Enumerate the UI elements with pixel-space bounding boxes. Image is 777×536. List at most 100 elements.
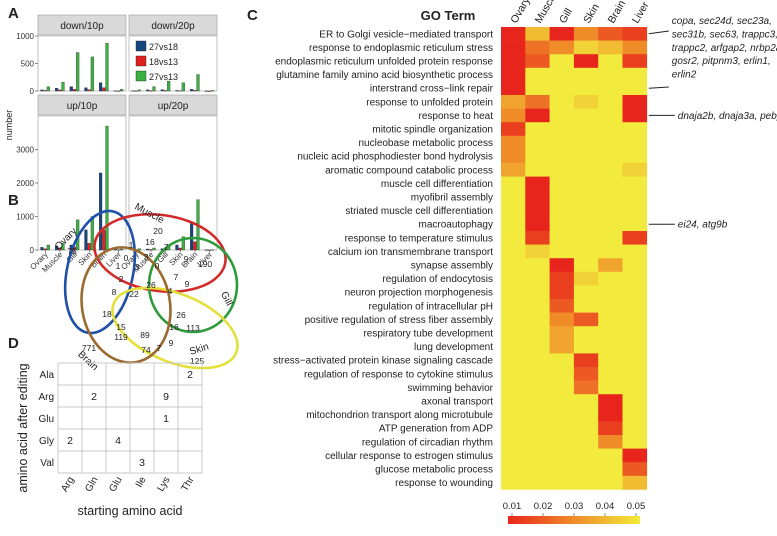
heatmap-row-label: stress−activated protein kinase signalin… — [273, 356, 493, 367]
heatmap-cell — [501, 421, 526, 436]
heatmap-cell — [501, 108, 526, 123]
heatmap-cell — [501, 475, 526, 490]
heatmap-row-label: response to temperature stimulus — [345, 233, 493, 244]
heatmap-cell — [549, 353, 575, 368]
heatmap-cell — [549, 258, 575, 273]
venn-region-count: 7 — [174, 272, 179, 282]
heatmap-cell — [525, 475, 550, 490]
bar-27vs13 — [76, 52, 80, 92]
colorbar — [508, 516, 640, 524]
bar-18vs13 — [58, 89, 62, 92]
heatmap-cell — [573, 54, 599, 69]
bar-27vs18 — [175, 244, 179, 251]
x-category-label: Gln — [83, 475, 100, 494]
heatmap-cell — [598, 271, 623, 286]
heatmap-cell — [598, 163, 623, 177]
heatmap-row-label: endoplasmic reticulum unfolded protein r… — [275, 57, 493, 68]
heatmap-row-label: regulation of circadian rhythm — [362, 437, 493, 448]
heatmap-column-label: Gill — [557, 6, 575, 25]
matrix-cell-value: 2 — [91, 391, 97, 403]
heatmap-cell — [622, 190, 648, 205]
heatmap-cell — [525, 231, 550, 245]
heatmap-row-label: aromatic compound catabolic process — [325, 165, 493, 176]
heatmap-cell — [501, 339, 526, 354]
heatmap-cell — [622, 462, 648, 477]
heatmap-cell — [501, 326, 526, 341]
heatmap-cell — [598, 367, 623, 381]
heatmap-cell — [598, 122, 623, 137]
heatmap-cell — [573, 190, 599, 205]
colorbar-tick-label: 0.02 — [534, 501, 553, 512]
heatmap-row-label: regulation of endocytosis — [382, 274, 493, 285]
heatmap-row-label: mitotic spindle organization — [372, 125, 493, 136]
heatmap-cell — [525, 122, 550, 137]
heatmap-cell — [622, 367, 648, 381]
heatmap-cell — [549, 163, 575, 177]
heatmap-cell — [525, 67, 550, 82]
heatmap-cell — [622, 299, 648, 313]
heatmap-cell — [525, 244, 550, 259]
heatmap-cell — [501, 203, 526, 218]
heatmap-cell — [549, 462, 575, 477]
x-category-label: Thr — [180, 474, 197, 493]
heatmap-cell — [598, 339, 623, 354]
venn-region-count: 9 — [169, 338, 174, 348]
venn-region-count: 74 — [141, 345, 151, 355]
venn-region-count: 16 — [145, 237, 155, 247]
heatmap-cell — [501, 271, 526, 286]
bar-27vs13 — [137, 89, 141, 92]
y-tick-label: 0 — [30, 246, 35, 255]
bar-18vs13 — [193, 90, 197, 92]
heatmap-row-label: response to heat — [419, 111, 494, 122]
legend-label: 18vs13 — [149, 57, 178, 67]
venn-region-count: 1 — [129, 240, 134, 250]
heatmap-cell — [525, 299, 550, 313]
heatmap-cell — [573, 462, 599, 477]
bar-18vs13 — [102, 229, 106, 251]
heatmap-cell — [573, 380, 599, 395]
heatmap-cell — [622, 326, 648, 341]
heatmap-cell — [573, 108, 599, 123]
bar-27vs13 — [46, 244, 50, 251]
heatmap-cell — [598, 353, 623, 368]
heatmap-cell — [598, 326, 623, 341]
panel-label-c: C — [247, 7, 258, 24]
heatmap-cell — [501, 285, 526, 300]
facet-strip — [37, 94, 127, 116]
heatmap-cell — [501, 27, 526, 41]
heatmap-cell — [525, 203, 550, 218]
heatmap-cell — [622, 81, 648, 96]
facet-title: up/10p — [67, 101, 98, 112]
heatmap-cell — [622, 122, 648, 137]
heatmap-cell — [598, 95, 623, 109]
bar-27vs13 — [105, 43, 109, 92]
heatmap-row-label: nucleic acid phosphodiester bond hydroly… — [297, 152, 493, 163]
venn-region-count: 771 — [82, 343, 96, 353]
colorbar-tick-label: 0.01 — [503, 501, 522, 512]
heatmap-cell — [549, 339, 575, 354]
heatmap-cell — [525, 394, 550, 409]
venn-region-count: 7 — [157, 343, 162, 353]
heatmap-cell — [573, 258, 599, 273]
venn-region-count: 113 — [186, 323, 200, 333]
heatmap-row-label: glutamine family amino acid biosynthetic… — [276, 70, 493, 81]
bar-27vs13 — [137, 248, 141, 251]
x-category-label: Ile — [134, 475, 149, 490]
heatmap-cell — [549, 176, 575, 191]
heatmap-cell — [501, 67, 526, 82]
heatmap-cell — [549, 149, 575, 164]
heatmap-cell — [573, 67, 599, 82]
heatmap-cell — [598, 135, 623, 150]
heatmap-row-label: ER to Golgi vesicle−mediated transport — [319, 29, 493, 40]
heatmap-cell — [501, 312, 526, 327]
heatmap-cell — [598, 407, 623, 422]
heatmap-cell — [549, 394, 575, 409]
y-category-label: Gly — [39, 436, 54, 447]
bar-18vs13 — [149, 90, 153, 92]
matrix-cell-value: 2 — [187, 369, 193, 381]
heatmap-cell — [598, 244, 623, 259]
bar-27vs18 — [190, 89, 194, 92]
heatmap-cell — [622, 271, 648, 286]
legend-swatch — [135, 70, 147, 82]
